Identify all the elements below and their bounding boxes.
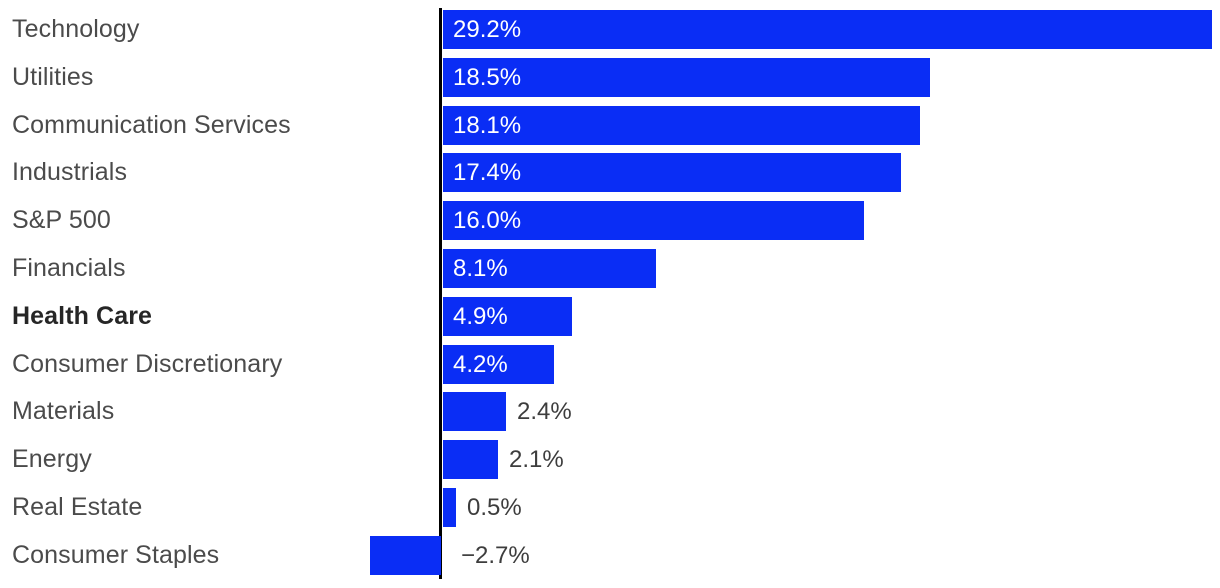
category-label-financials: Financials	[12, 254, 126, 282]
bar-materials	[443, 392, 506, 431]
value-label-utilities: 18.5%	[453, 64, 522, 91]
bar-health-care	[443, 297, 572, 336]
bar-sp-500	[443, 201, 864, 240]
zero-axis-line	[439, 8, 442, 579]
bar-real-estate	[443, 488, 456, 527]
value-label-consumer-discretionary: 4.2%	[453, 351, 508, 378]
value-label-energy: 2.1%	[509, 446, 564, 473]
category-label-communication-services: Communication Services	[12, 111, 291, 139]
value-label-health-care: 4.9%	[453, 303, 508, 330]
bar-technology	[443, 10, 1212, 49]
bar-energy	[443, 440, 498, 479]
category-label-consumer-staples: Consumer Staples	[12, 541, 220, 569]
category-label-materials: Materials	[12, 397, 115, 425]
category-label-health-care: Health Care	[12, 302, 153, 330]
category-label-technology: Technology	[12, 15, 140, 43]
value-label-communication-services: 18.1%	[453, 112, 522, 139]
value-label-real-estate: 0.5%	[467, 494, 522, 521]
value-label-consumer-staples: −2.7%	[461, 542, 530, 569]
category-label-real-estate: Real Estate	[12, 493, 143, 521]
value-label-financials: 8.1%	[453, 255, 508, 282]
value-label-sp-500: 16.0%	[453, 207, 522, 234]
bar-financials	[443, 249, 656, 288]
category-label-industrials: Industrials	[12, 158, 128, 186]
bar-industrials	[443, 153, 901, 192]
bar-consumer-discretionary	[443, 345, 554, 384]
value-label-industrials: 17.4%	[453, 159, 522, 186]
category-label-sp-500: S&P 500	[12, 206, 111, 234]
bar-communication-services	[443, 106, 920, 145]
value-label-materials: 2.4%	[517, 398, 572, 425]
value-label-technology: 29.2%	[453, 16, 522, 43]
category-label-utilities: Utilities	[12, 63, 94, 91]
bar-consumer-staples	[370, 536, 441, 575]
category-label-consumer-discretionary: Consumer Discretionary	[12, 350, 283, 378]
category-label-energy: Energy	[12, 445, 92, 473]
bar-utilities	[443, 58, 930, 97]
